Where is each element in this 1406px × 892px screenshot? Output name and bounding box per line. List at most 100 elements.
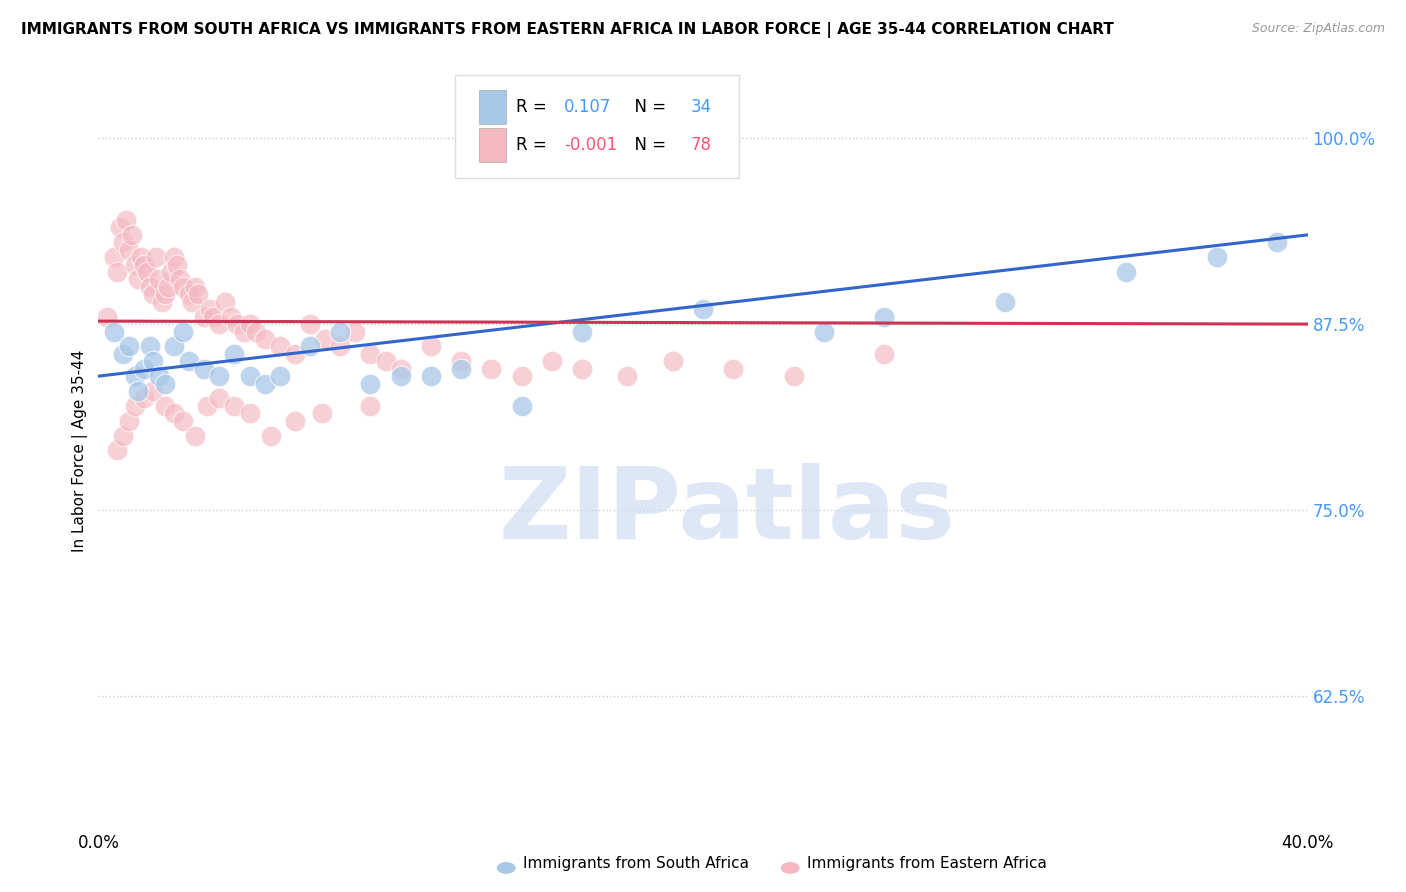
Point xyxy=(195,399,218,413)
Point xyxy=(260,428,283,442)
Point xyxy=(299,317,322,331)
Text: Source: ZipAtlas.com: Source: ZipAtlas.com xyxy=(1251,22,1385,36)
Text: Immigrants from Eastern Africa: Immigrants from Eastern Africa xyxy=(807,855,1047,871)
Point xyxy=(269,369,291,384)
Point xyxy=(873,310,896,324)
Point xyxy=(208,369,231,384)
Point xyxy=(163,406,186,420)
Point xyxy=(142,384,165,398)
Point xyxy=(221,310,243,324)
Point xyxy=(224,347,246,361)
Text: 78: 78 xyxy=(690,136,711,154)
Point xyxy=(510,369,533,384)
Text: IMMIGRANTS FROM SOUTH AFRICA VS IMMIGRANTS FROM EASTERN AFRICA IN LABOR FORCE | : IMMIGRANTS FROM SOUTH AFRICA VS IMMIGRAN… xyxy=(21,22,1114,38)
Point xyxy=(118,339,141,353)
Point xyxy=(121,227,143,242)
Point xyxy=(111,428,134,442)
Y-axis label: In Labor Force | Age 35-44: In Labor Force | Age 35-44 xyxy=(72,350,89,551)
Point xyxy=(202,310,225,324)
Point xyxy=(153,287,176,301)
Point xyxy=(127,384,149,398)
Point xyxy=(571,325,593,339)
Point xyxy=(284,347,307,361)
Point xyxy=(783,369,806,384)
Point xyxy=(224,399,246,413)
Point xyxy=(329,325,352,339)
Point xyxy=(118,243,141,257)
Point xyxy=(108,220,131,235)
Text: Immigrants from South Africa: Immigrants from South Africa xyxy=(523,855,749,871)
Point xyxy=(156,280,179,294)
Point xyxy=(132,392,155,406)
Point xyxy=(232,325,254,339)
Point xyxy=(374,354,396,368)
Point xyxy=(118,414,141,428)
Point xyxy=(148,369,170,384)
Point xyxy=(245,325,267,339)
Point xyxy=(540,354,562,368)
Point xyxy=(510,399,533,413)
Point xyxy=(179,287,201,301)
Point xyxy=(344,325,367,339)
Point xyxy=(172,414,194,428)
Point xyxy=(160,265,183,279)
Point xyxy=(200,302,222,317)
Point xyxy=(103,250,125,264)
Point xyxy=(314,332,336,346)
Point xyxy=(153,399,176,413)
Point xyxy=(111,347,134,361)
Point xyxy=(124,399,146,413)
Point xyxy=(135,265,157,279)
Point xyxy=(187,287,209,301)
Point xyxy=(139,280,162,294)
Point xyxy=(127,272,149,286)
Point xyxy=(124,369,146,384)
Point xyxy=(184,428,207,442)
Text: R =: R = xyxy=(516,136,551,154)
Point xyxy=(105,265,128,279)
Text: N =: N = xyxy=(624,98,672,116)
Point xyxy=(124,258,146,272)
Point xyxy=(166,258,188,272)
Point xyxy=(132,258,155,272)
Point xyxy=(360,399,382,413)
Point xyxy=(179,354,201,368)
Text: -0.001: -0.001 xyxy=(564,136,617,154)
Point xyxy=(145,250,167,264)
Point xyxy=(172,325,194,339)
Point xyxy=(389,369,412,384)
Point xyxy=(692,302,714,317)
Point xyxy=(661,354,683,368)
Point xyxy=(105,443,128,458)
Point xyxy=(571,361,593,376)
Point xyxy=(284,414,307,428)
Point xyxy=(1267,235,1289,250)
Text: N =: N = xyxy=(624,136,672,154)
Point xyxy=(994,294,1017,309)
Point xyxy=(163,250,186,264)
Point xyxy=(616,369,638,384)
Point xyxy=(153,376,176,391)
Text: R =: R = xyxy=(516,98,551,116)
Point xyxy=(329,339,352,353)
Point xyxy=(114,213,136,227)
Text: 0.107: 0.107 xyxy=(564,98,612,116)
Point xyxy=(142,287,165,301)
Point xyxy=(103,325,125,339)
Point xyxy=(299,339,322,353)
Point xyxy=(239,317,262,331)
Point xyxy=(723,361,745,376)
Point xyxy=(1206,250,1229,264)
Text: ZIPatlas: ZIPatlas xyxy=(499,463,956,559)
Point xyxy=(813,325,835,339)
Point xyxy=(96,310,118,324)
Point xyxy=(193,310,215,324)
Point xyxy=(208,317,231,331)
Point xyxy=(132,361,155,376)
Point xyxy=(450,361,472,376)
Point xyxy=(163,339,186,353)
Point xyxy=(311,406,333,420)
Point xyxy=(420,369,443,384)
Point xyxy=(129,250,152,264)
Point xyxy=(360,347,382,361)
